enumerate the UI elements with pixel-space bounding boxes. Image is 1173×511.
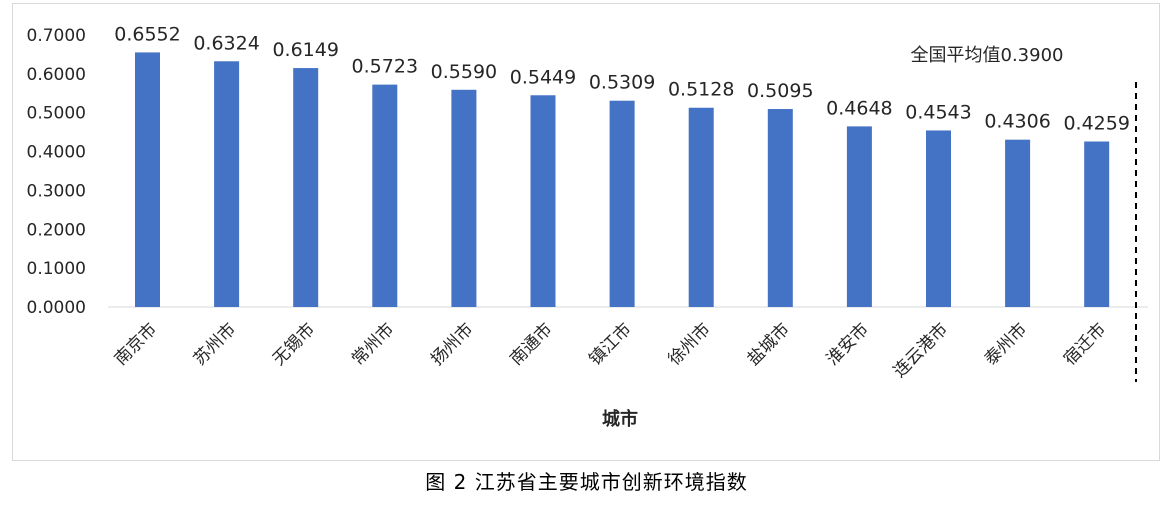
category-label: 盐城市	[744, 319, 794, 369]
category-label: 淮安市	[823, 319, 873, 369]
category-label: 南京市	[111, 319, 161, 369]
data-label: 0.5128	[668, 79, 734, 101]
bar	[688, 107, 714, 307]
category-label: 苏州市	[190, 319, 240, 369]
bar	[293, 68, 319, 307]
category-label: 常州市	[348, 319, 398, 369]
chart-frame	[12, 3, 1160, 461]
bar	[530, 95, 556, 307]
bar	[767, 109, 793, 307]
category-label: 南通市	[506, 319, 556, 369]
y-tick-label: 0.6000	[27, 65, 86, 85]
data-label: 0.5309	[589, 72, 655, 94]
x-axis-title: 城市	[602, 408, 638, 430]
data-label: 0.4543	[905, 101, 971, 123]
y-tick-label: 0.4000	[27, 143, 86, 163]
data-label: 0.5095	[747, 80, 813, 102]
y-tick-label: 0.7000	[27, 26, 86, 46]
category-label: 泰州市	[981, 319, 1031, 369]
y-tick-label: 0.0000	[27, 298, 86, 318]
data-label: 0.6324	[193, 32, 259, 54]
bar	[135, 52, 160, 307]
data-label: 0.6552	[114, 23, 180, 45]
category-label: 扬州市	[427, 319, 477, 369]
data-label: 0.4259	[1063, 113, 1129, 135]
category-label: 无锡市	[269, 319, 319, 369]
chart-svg: 0.0000 0.1000 0.2000 0.3000 0.4000 0.5000 0.60…	[27, 23, 1148, 430]
category-label: 镇江市	[585, 319, 635, 369]
data-label: 0.4648	[826, 97, 892, 119]
figure-caption: 图 2 江苏省主要城市创新环境指数	[425, 470, 748, 494]
bar	[1084, 141, 1110, 307]
category-label: 宿迁市	[1060, 319, 1110, 369]
bar	[609, 100, 635, 307]
y-tick-label: 0.1000	[27, 259, 86, 279]
data-label: 0.5590	[431, 61, 497, 83]
bar	[372, 84, 398, 307]
bar	[1005, 139, 1031, 307]
data-label: 0.4306	[984, 111, 1050, 133]
reference-line-label: 全国平均值0.3900	[911, 45, 1064, 66]
y-tick-label: 0.3000	[27, 181, 86, 201]
bar	[926, 130, 951, 307]
y-tick-label: 0.2000	[27, 220, 86, 240]
category-labels: 南京市 苏州市 无锡市 常州市 扬州市 南通市 镇江市 徐州市 盐城市 淮安市 连云港市 泰州市 宿迁市	[111, 319, 1110, 381]
data-label: 0.6149	[272, 39, 338, 61]
data-labels: 0.6552 0.6324 0.6149 0.5723 0.5590 0.5449 0.53…	[114, 23, 1130, 134]
category-label: 徐州市	[665, 319, 715, 369]
y-axis-ticks: 0.0000 0.1000 0.2000 0.3000 0.4000 0.5000 0.60…	[27, 26, 86, 318]
bar	[451, 89, 477, 307]
category-label: 连云港市	[890, 319, 952, 381]
bars	[135, 52, 1110, 308]
data-label: 0.5723	[352, 56, 418, 78]
bar	[846, 126, 872, 307]
y-tick-label: 0.5000	[27, 104, 86, 124]
data-label: 0.5449	[510, 66, 576, 88]
bar	[214, 61, 240, 308]
